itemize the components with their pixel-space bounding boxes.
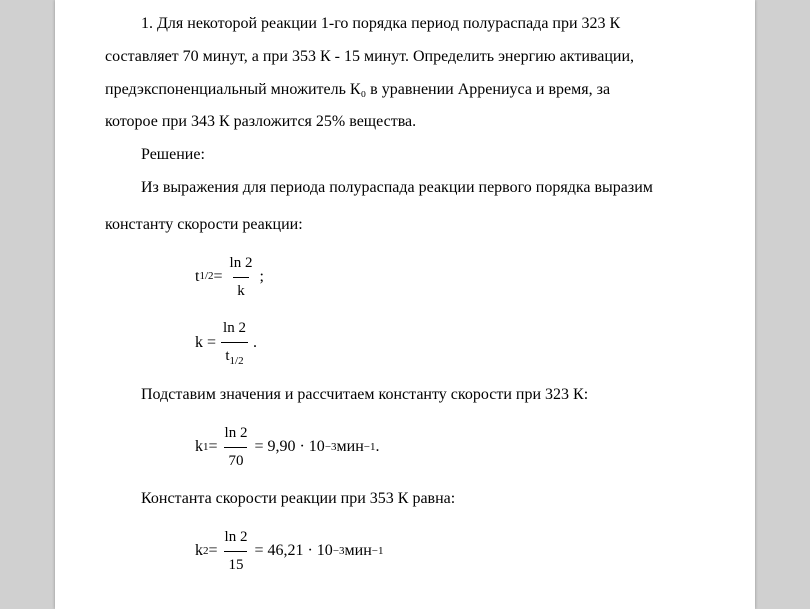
- eq4-den: 15: [224, 551, 247, 579]
- solution-header: Решение:: [105, 141, 705, 170]
- eq4-unit: мин: [345, 537, 372, 566]
- eq1-lhs-sub: 1/2: [199, 267, 213, 287]
- explanation-3: Константа скорости реакции при 353 К рав…: [105, 485, 705, 514]
- equation-4: k2 = ln 2 15 = 46,21 · 10−3 мин−1: [195, 524, 705, 579]
- document-page: 1. Для некоторой реакции 1-го порядка пе…: [55, 0, 755, 609]
- eq2-lhs: k =: [195, 329, 216, 358]
- eq3-fraction: ln 2 70: [221, 420, 252, 475]
- eq1-equals: =: [214, 263, 223, 292]
- eq1-fraction: ln 2 k: [226, 250, 257, 305]
- eq4-equals: =: [209, 537, 218, 566]
- eq1-den: k: [233, 277, 249, 305]
- eq3-exp: −3: [325, 438, 337, 458]
- eq3-unit: мин: [337, 433, 364, 462]
- eq3-lhs: k: [195, 433, 203, 462]
- eq1-suffix: ;: [259, 263, 263, 292]
- eq3-den: 70: [224, 447, 247, 475]
- eq3-suffix: .: [376, 433, 380, 462]
- eq4-exp: −3: [333, 542, 345, 562]
- eq3-result: = 9,90 · 10: [254, 433, 324, 462]
- equation-2: k = ln 2 t1/2 .: [195, 315, 705, 372]
- eq1-num: ln 2: [226, 250, 257, 277]
- problem-line2: составляет 70 минут, а при 353 К - 15 ми…: [105, 43, 705, 72]
- explanation-1a: Из выражения для периода полураспада реа…: [105, 174, 705, 203]
- eq3-unit-exp: −1: [364, 438, 376, 458]
- problem-line1: 1. Для некоторой реакции 1-го порядка пе…: [105, 10, 705, 39]
- eq3-num: ln 2: [221, 420, 252, 447]
- eq4-fraction: ln 2 15: [221, 524, 252, 579]
- eq2-fraction: ln 2 t1/2: [219, 315, 250, 372]
- eq4-unit-exp: −1: [372, 542, 384, 562]
- eq2-den: t1/2: [221, 342, 247, 372]
- eq4-num: ln 2: [221, 524, 252, 551]
- equation-3: k1 = ln 2 70 = 9,90 · 10−3 мин−1 .: [195, 420, 705, 475]
- eq4-lhs: k: [195, 537, 203, 566]
- eq4-result: = 46,21 · 10: [254, 537, 332, 566]
- equation-1: t1/2 = ln 2 k ;: [195, 250, 705, 305]
- eq2-suffix: .: [253, 329, 257, 358]
- problem-line3: предэкспоненциальный множитель К₀ в урав…: [105, 76, 705, 105]
- eq2-num: ln 2: [219, 315, 250, 342]
- eq3-equals: =: [209, 433, 218, 462]
- eq2-den-sub: 1/2: [230, 355, 244, 367]
- explanation-1b: константу скорости реакции:: [105, 211, 705, 240]
- explanation-2: Подставим значения и рассчитаем констант…: [105, 381, 705, 410]
- problem-line4: которое при 343 К разложится 25% веществ…: [105, 108, 705, 137]
